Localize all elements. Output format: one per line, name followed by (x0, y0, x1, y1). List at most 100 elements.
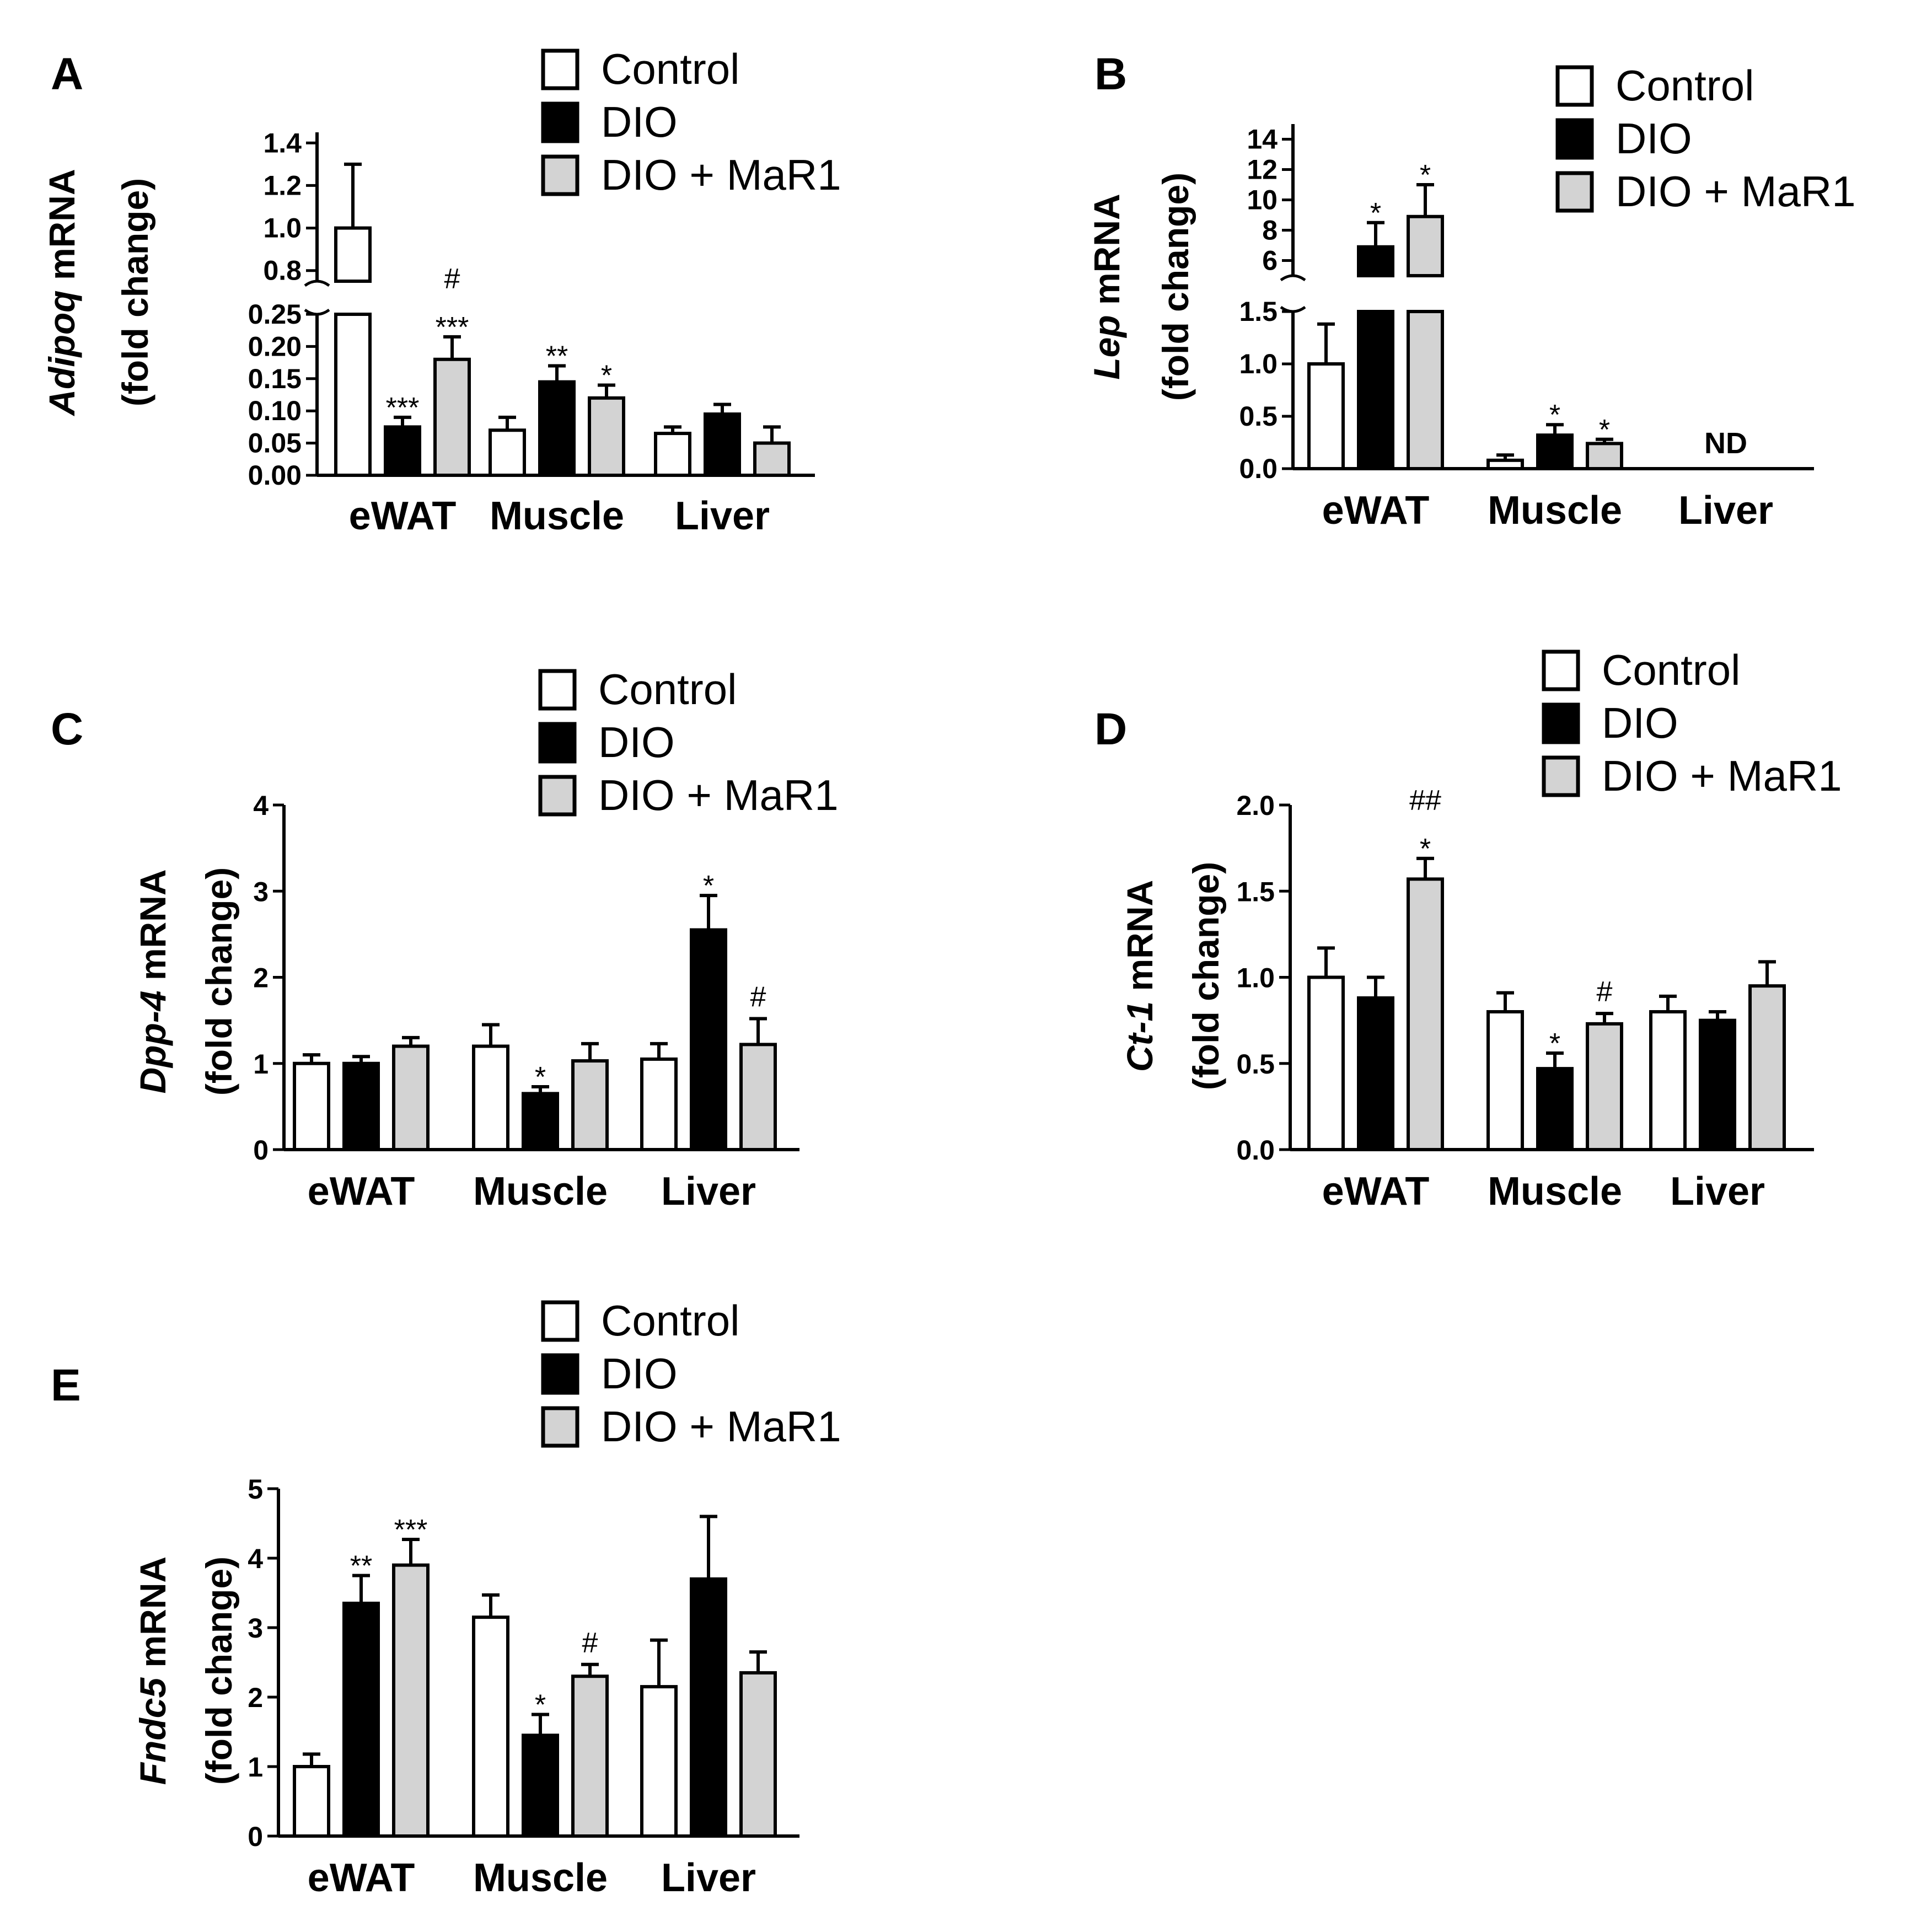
bar (1407, 877, 1444, 1151)
panel-letter: B (1094, 49, 1127, 99)
bar (571, 1059, 609, 1151)
legend-label-2: DIO + MaR1 (1602, 752, 1842, 800)
y-axis-label-line2: (fold change) (1155, 173, 1196, 401)
bar (1407, 214, 1444, 277)
significance-marker: ** (546, 340, 568, 372)
x-category-label: Liver (661, 1169, 756, 1214)
bar (739, 1671, 777, 1838)
x-category-label: Liver (1670, 1169, 1765, 1214)
significance-marker: ** (350, 1550, 372, 1582)
legend-swatch-0 (1542, 650, 1580, 691)
bar (1357, 310, 1394, 470)
bar (1748, 984, 1786, 1151)
legend-label-0: Control (601, 45, 739, 93)
panel-letter: E (51, 1360, 81, 1410)
y-tick-label: 1 (253, 1049, 269, 1080)
bar (472, 1616, 509, 1838)
x-category-label: Liver (1678, 489, 1773, 533)
x-category-label: Muscle (490, 494, 624, 538)
significance-marker: * (535, 1689, 546, 1721)
bar (1357, 245, 1394, 277)
panel-d: D Control DIO DIO + MaR1 Ct-1 mRNA (fold chan… (1094, 646, 1842, 1214)
y-tick-label: 1.0 (1239, 348, 1278, 379)
bar (1307, 975, 1345, 1151)
y-axis-gene: Lep (1086, 315, 1127, 379)
y-tick-label: 2.0 (1236, 790, 1275, 821)
y-axis-gene: Ct-1 (1119, 1001, 1160, 1072)
y-axis-gene: Dpp-4 (132, 991, 173, 1094)
bar (588, 396, 625, 477)
y-axis-suffix: mRNA (132, 870, 173, 991)
legend-swatch-1 (541, 1353, 579, 1395)
legend-swatch-1 (1555, 118, 1594, 160)
y-tick-label: 1.5 (1239, 296, 1278, 327)
significance-marker: * (535, 1061, 546, 1093)
legend-swatch-2 (541, 154, 579, 196)
y-axis-label: Dpp-4 mRNA (132, 870, 173, 1094)
legend-swatch-0 (1555, 65, 1594, 107)
y-tick-label: 4 (248, 1543, 263, 1574)
not-detected-label: ND (1704, 427, 1747, 460)
bar (392, 1044, 430, 1151)
bar (472, 1044, 509, 1151)
legend-swatch-0 (541, 1300, 579, 1342)
significance-marker: # (444, 263, 460, 295)
bars: ******# (293, 1514, 777, 1838)
y-tick-label: 5 (248, 1474, 263, 1505)
bar (334, 226, 372, 283)
bar (690, 928, 727, 1151)
bar (334, 313, 372, 477)
significance-marker: * (601, 359, 612, 391)
bar (571, 1675, 609, 1838)
significance-marker: *** (436, 312, 469, 344)
legend-swatch-0 (538, 669, 577, 711)
significance-marker: * (1370, 197, 1381, 229)
bar (1586, 442, 1623, 471)
significance-marker: # (750, 981, 766, 1013)
y-axis-gene: Fndc5 (132, 1677, 173, 1785)
y-tick-label: 0.5 (1239, 401, 1278, 432)
x-category-label: Muscle (1488, 489, 1622, 533)
bar (1357, 996, 1394, 1151)
y-tick-label: 0.8 (263, 255, 302, 286)
legend-swatch-1 (541, 101, 579, 143)
panel-a: A Control DIO DIO + MaR1 Adipoq mRNA (fold ch… (41, 45, 841, 538)
bar (640, 1685, 678, 1838)
bar (690, 1577, 727, 1838)
bar (433, 357, 471, 477)
bar (1486, 458, 1524, 470)
bar (704, 412, 741, 477)
y-tick-label: 3 (248, 1613, 263, 1644)
y-tick-label: 8 (1262, 215, 1278, 246)
legend-label-1: DIO (598, 718, 675, 766)
legend-label-1: DIO (1602, 699, 1678, 747)
y-axis-label: Ct-1 mRNA (1119, 880, 1160, 1072)
y-tick-label: 3 (253, 876, 269, 907)
x-category-label: Liver (661, 1856, 756, 1900)
significance-marker: * (1549, 399, 1560, 431)
y-tick-label: 0.25 (248, 299, 302, 330)
bar (538, 380, 576, 477)
x-category-label: Muscle (473, 1856, 608, 1900)
panel-letter: C (51, 704, 83, 754)
axes: 0.000.050.100.150.200.25 0.8 1.0 1.2 1.4 (248, 127, 815, 491)
bar (1407, 310, 1444, 470)
y-tick-label: 0.05 (248, 428, 302, 459)
significance-marker: *** (394, 1514, 428, 1546)
bars: ********#* (334, 162, 791, 477)
panel-letter: D (1094, 704, 1127, 754)
panel-c: C Control DIO DIO + MaR1 Dpp-4 mRNA (fold cha… (51, 665, 839, 1214)
legend-swatch-1 (1542, 702, 1580, 744)
y-tick-label: 0.00 (248, 460, 302, 491)
bar (1536, 1067, 1574, 1151)
bar (1699, 1018, 1736, 1151)
bar (640, 1057, 678, 1151)
bar (293, 1765, 330, 1838)
significance-marker: * (1549, 1028, 1560, 1060)
significance-marker: * (1420, 833, 1431, 865)
bar (739, 1043, 777, 1151)
y-axis-suffix: mRNA (1086, 194, 1127, 315)
bar (489, 428, 526, 477)
